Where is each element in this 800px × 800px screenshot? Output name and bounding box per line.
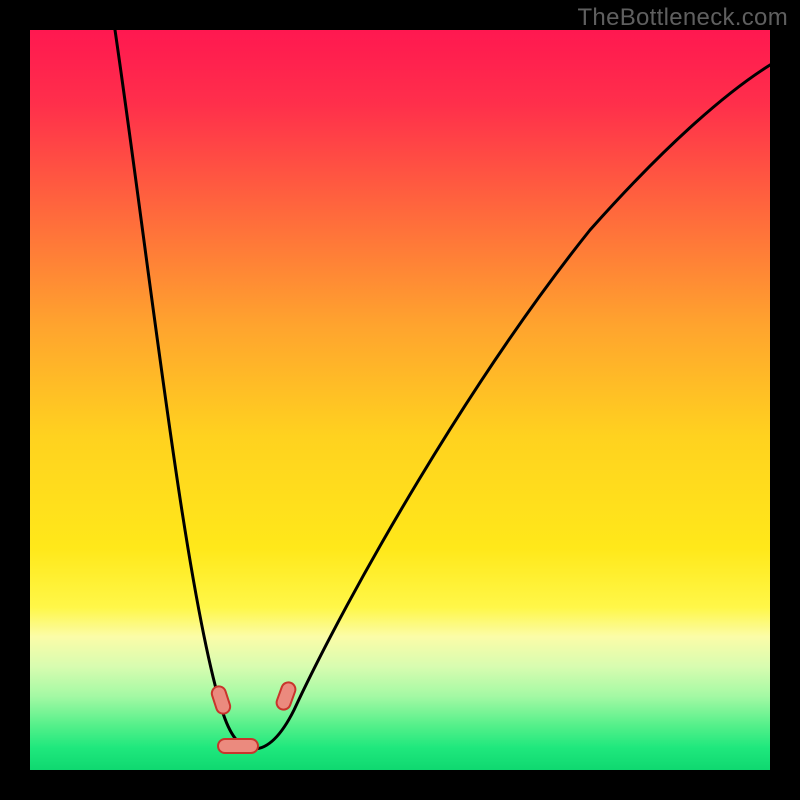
plot-background (30, 30, 770, 770)
bottleneck-curve-chart (30, 30, 770, 770)
chart-frame: TheBottleneck.com (0, 0, 800, 800)
curve-marker (218, 739, 258, 753)
watermark-text: TheBottleneck.com (577, 4, 788, 32)
